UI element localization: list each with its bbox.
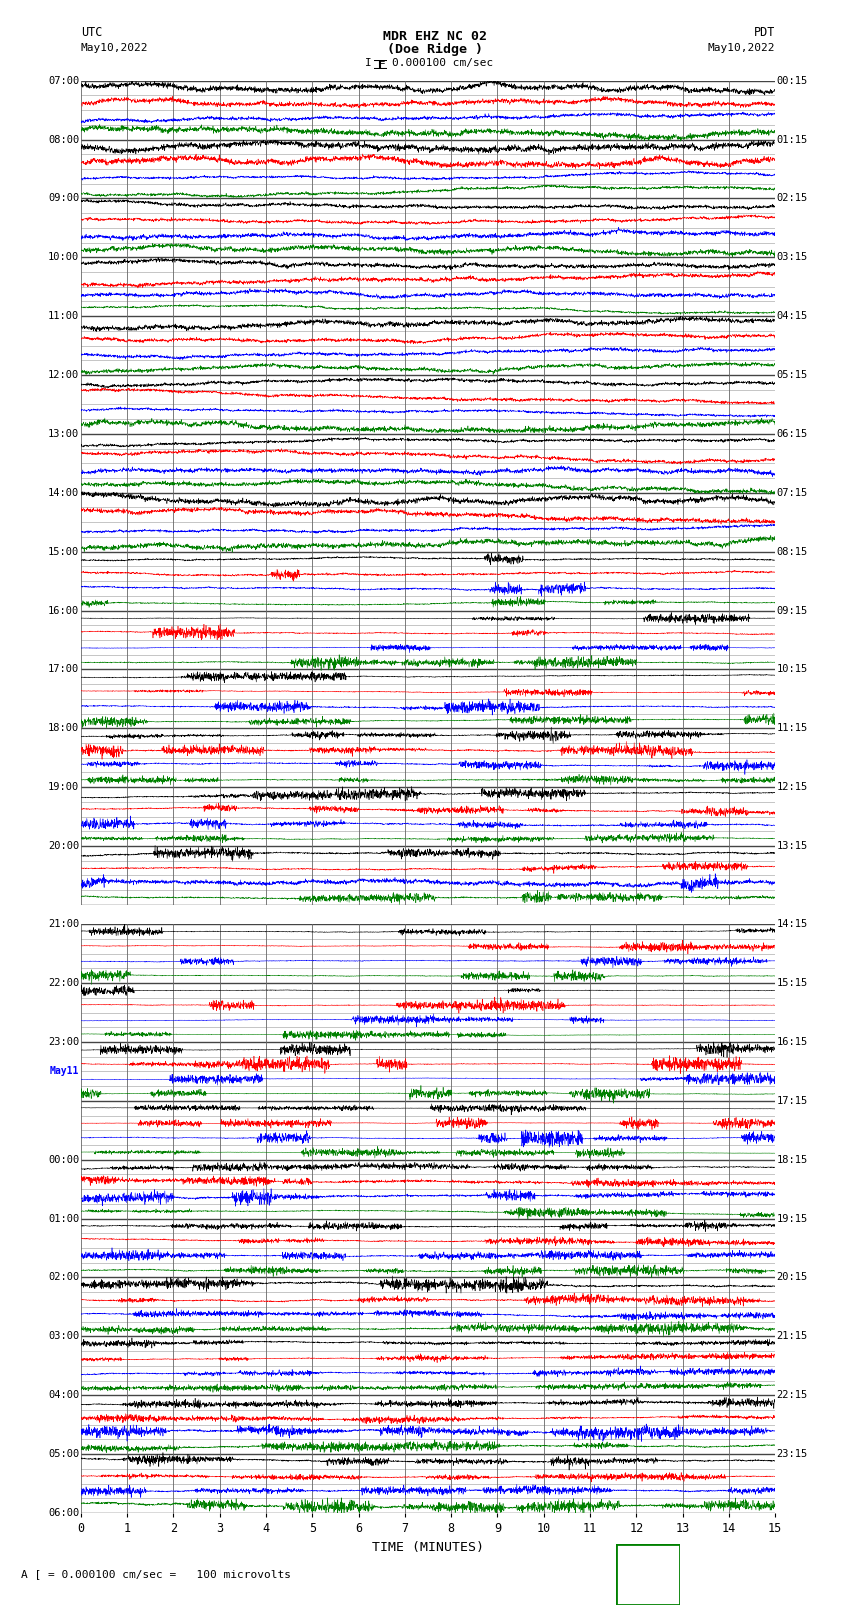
Text: 12:00: 12:00 [48, 369, 79, 381]
Text: (Doe Ridge ): (Doe Ridge ) [388, 42, 483, 56]
Text: 14:00: 14:00 [48, 487, 79, 498]
Text: May10,2022: May10,2022 [708, 44, 775, 53]
Text: 09:00: 09:00 [48, 194, 79, 203]
Text: MDR EHZ NC 02: MDR EHZ NC 02 [383, 29, 487, 44]
Text: PDT: PDT [754, 26, 775, 39]
Text: 03:00: 03:00 [48, 1331, 79, 1342]
Text: 11:15: 11:15 [777, 723, 807, 734]
Text: 00:00: 00:00 [48, 1155, 79, 1165]
Text: 10:00: 10:00 [48, 252, 79, 263]
Text: 15:15: 15:15 [777, 977, 807, 989]
Text: 02:00: 02:00 [48, 1273, 79, 1282]
Text: 06:00: 06:00 [48, 1508, 79, 1518]
Text: 21:15: 21:15 [777, 1331, 807, 1342]
Text: 12:15: 12:15 [777, 782, 807, 792]
Text: 07:00: 07:00 [48, 76, 79, 85]
Text: 08:00: 08:00 [48, 134, 79, 145]
Text: 13:15: 13:15 [777, 840, 807, 852]
Text: 00:15: 00:15 [777, 76, 807, 85]
Text: A [ = 0.000100 cm/sec =   100 microvolts: A [ = 0.000100 cm/sec = 100 microvolts [21, 1569, 292, 1579]
Text: 06:15: 06:15 [777, 429, 807, 439]
Text: 19:15: 19:15 [777, 1213, 807, 1224]
Text: 02:15: 02:15 [777, 194, 807, 203]
Text: 17:00: 17:00 [48, 665, 79, 674]
Text: 04:00: 04:00 [48, 1390, 79, 1400]
Text: 22:15: 22:15 [777, 1390, 807, 1400]
Text: 05:15: 05:15 [777, 369, 807, 381]
Text: 03:15: 03:15 [777, 252, 807, 263]
Text: 15:00: 15:00 [48, 547, 79, 556]
Text: 04:15: 04:15 [777, 311, 807, 321]
Text: 23:15: 23:15 [777, 1448, 807, 1460]
Text: I = 0.000100 cm/sec: I = 0.000100 cm/sec [366, 58, 493, 68]
Text: 20:15: 20:15 [777, 1273, 807, 1282]
Text: 20:00: 20:00 [48, 840, 79, 852]
Text: 18:15: 18:15 [777, 1155, 807, 1165]
Text: 13:00: 13:00 [48, 429, 79, 439]
Text: 01:15: 01:15 [777, 134, 807, 145]
Text: 21:00: 21:00 [48, 919, 79, 929]
Text: 11:00: 11:00 [48, 311, 79, 321]
Text: UTC: UTC [81, 26, 102, 39]
Text: 16:15: 16:15 [777, 1037, 807, 1047]
Text: 08:15: 08:15 [777, 547, 807, 556]
Text: 10:15: 10:15 [777, 665, 807, 674]
Text: 19:00: 19:00 [48, 782, 79, 792]
FancyBboxPatch shape [616, 1544, 680, 1605]
Text: 18:00: 18:00 [48, 723, 79, 734]
Text: 14:15: 14:15 [777, 919, 807, 929]
Text: 23:00: 23:00 [48, 1037, 79, 1047]
Text: 22:00: 22:00 [48, 977, 79, 989]
Text: May11: May11 [50, 1066, 79, 1076]
Text: 01:00: 01:00 [48, 1213, 79, 1224]
X-axis label: TIME (MINUTES): TIME (MINUTES) [372, 1540, 484, 1553]
Text: 07:15: 07:15 [777, 487, 807, 498]
Text: May10,2022: May10,2022 [81, 44, 148, 53]
Text: 17:15: 17:15 [777, 1095, 807, 1107]
Text: 16:00: 16:00 [48, 605, 79, 616]
Text: 05:00: 05:00 [48, 1448, 79, 1460]
Text: 09:15: 09:15 [777, 605, 807, 616]
